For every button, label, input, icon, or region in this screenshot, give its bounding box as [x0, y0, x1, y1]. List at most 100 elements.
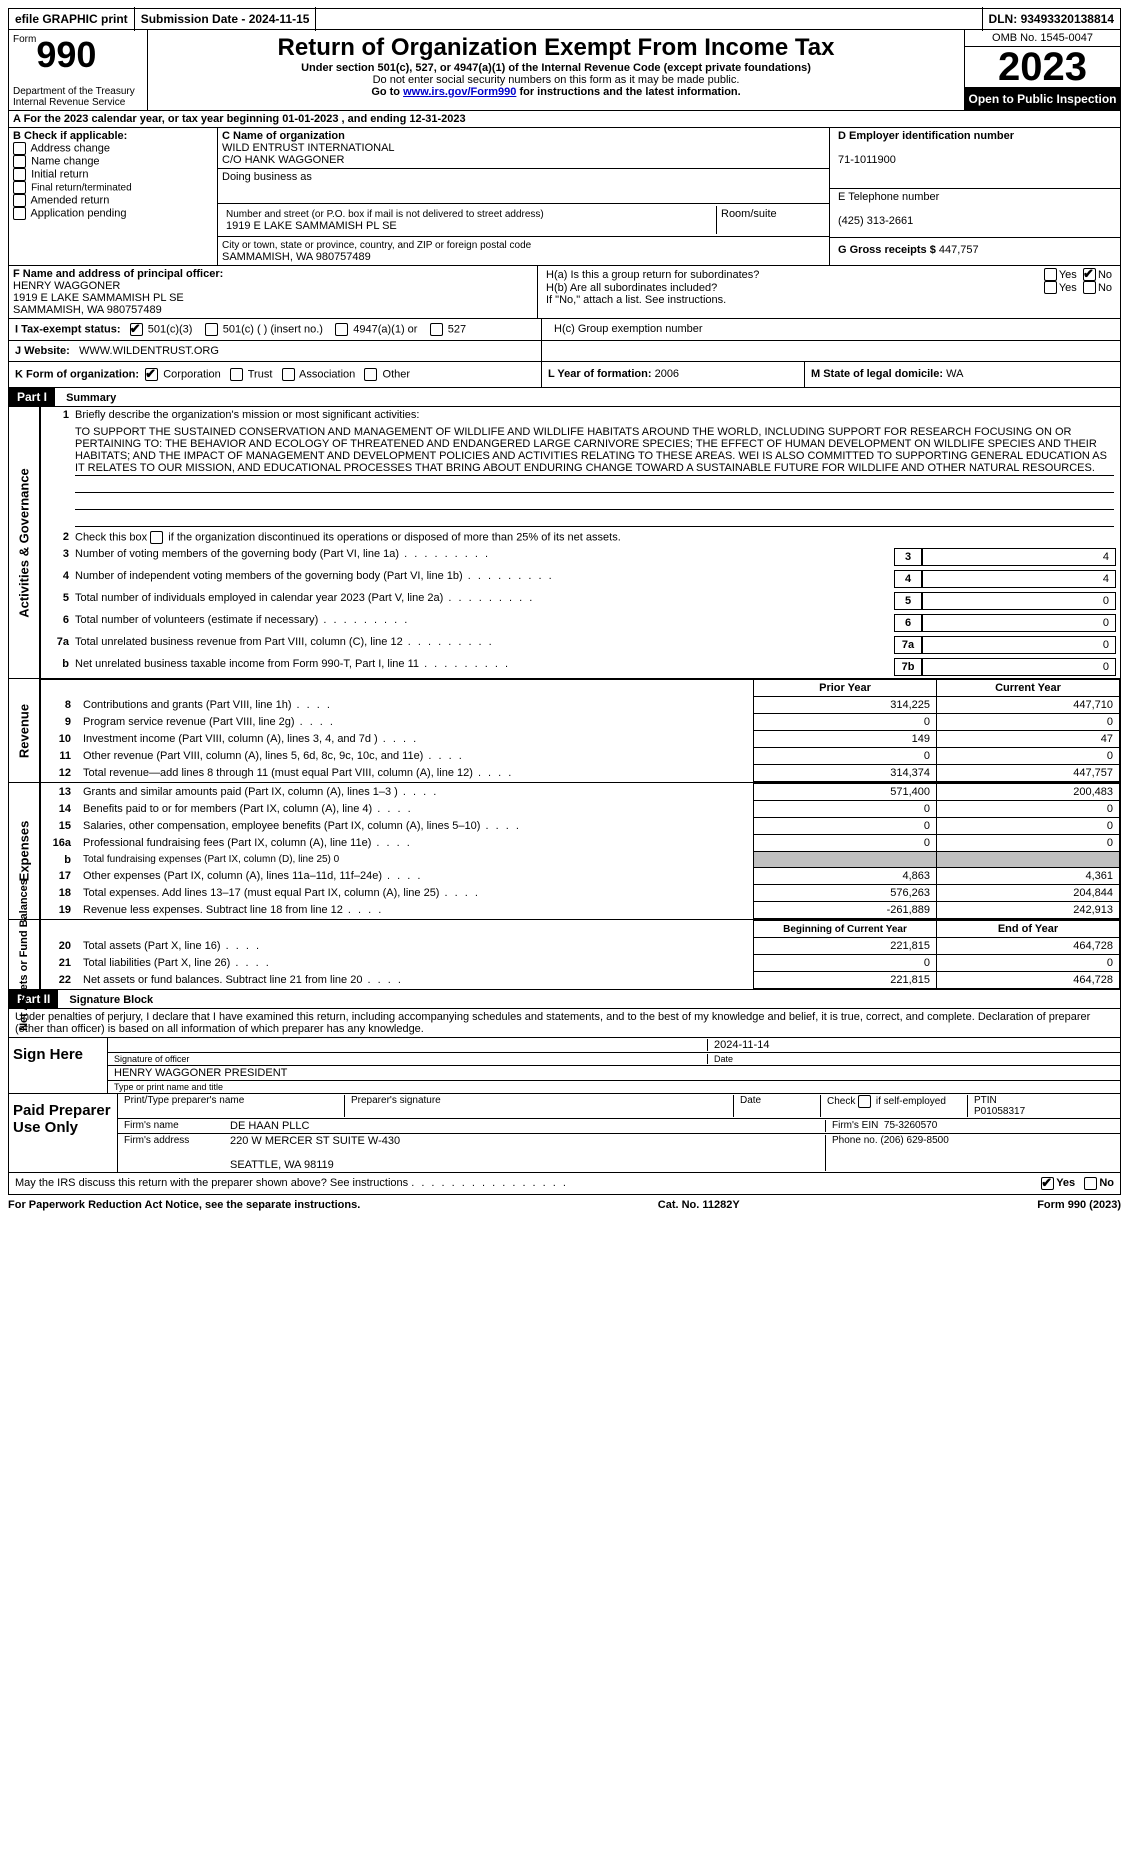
tax-year: 2023 [965, 47, 1120, 88]
part1-header-row: Part I Summary [8, 388, 1121, 407]
street-address: 1919 E LAKE SAMMAMISH PL SE [226, 220, 397, 232]
gross-receipts: 447,757 [939, 244, 979, 256]
row-bcd: B Check if applicable: Address change Na… [8, 128, 1121, 265]
row-j: J Website: WWW.WILDENTRUST.ORG [8, 341, 1121, 362]
org-name-2: C/O HANK WAGGONER [222, 154, 344, 166]
form-number: 990 [36, 34, 96, 75]
summary-line-3: 3Number of voting members of the governi… [41, 546, 1120, 568]
final-return-checkbox[interactable] [13, 181, 26, 194]
side-net-assets: Net Assets or Fund Balances [9, 920, 41, 989]
application-pending-checkbox[interactable] [13, 207, 26, 220]
line-9: 9Program service revenue (Part VIII, lin… [41, 714, 1120, 731]
dba-block: Doing business as [218, 169, 829, 204]
line-20: 20Total assets (Part X, line 16)221,8154… [41, 938, 1120, 955]
dln-label: DLN: [989, 12, 1018, 26]
col-d: D Employer identification number 71-1011… [830, 128, 1120, 265]
other-checkbox[interactable] [364, 368, 377, 381]
org-name-block: C Name of organization WILD ENTRUST INTE… [218, 128, 829, 169]
line2-checkbox[interactable] [150, 531, 163, 544]
expenses-table: 13Grants and similar amounts paid (Part … [41, 783, 1120, 919]
line-10: 10Investment income (Part VIII, column (… [41, 731, 1120, 748]
amended-return-checkbox[interactable] [13, 194, 26, 207]
summary-line-6: 6Total number of volunteers (estimate if… [41, 612, 1120, 634]
col-f: F Name and address of principal officer:… [9, 266, 538, 318]
ha-yes-checkbox[interactable] [1044, 268, 1057, 281]
irs-discuss-row: May the IRS discuss this return with the… [9, 1172, 1120, 1194]
line-22: 22Net assets or fund balances. Subtract … [41, 972, 1120, 989]
footer-center: Cat. No. 11282Y [658, 1199, 740, 1211]
name-change-checkbox[interactable] [13, 155, 26, 168]
form-header: Form990 Department of the Treasury Inter… [8, 30, 1121, 111]
firm-addr1: 220 W MERCER ST SUITE W-430 [230, 1135, 400, 1147]
501c-checkbox[interactable] [205, 323, 218, 336]
part2-title: Signature Block [61, 994, 153, 1006]
signature-block: Under penalties of perjury, I declare th… [8, 1009, 1121, 1195]
officer-name: HENRY WAGGONER [13, 280, 120, 292]
row-i: I Tax-exempt status: 501(c)(3) 501(c) ( … [8, 319, 1121, 341]
org-name-1: WILD ENTRUST INTERNATIONAL [222, 142, 395, 154]
sig-date-value: 2024-11-14 [707, 1039, 1114, 1051]
discuss-yes-checkbox[interactable] [1041, 1177, 1054, 1190]
col-m: M State of legal domicile: WA [805, 362, 1120, 387]
summary-line-b: bNet unrelated business taxable income f… [41, 656, 1120, 678]
line-12: 12Total revenue—add lines 8 through 11 (… [41, 765, 1120, 782]
state-domicile: WA [946, 368, 963, 380]
header-right: OMB No. 1545-0047 2023 Open to Public In… [965, 30, 1120, 110]
line-18: 18Total expenses. Add lines 13–17 (must … [41, 885, 1120, 902]
line-17: 17Other expenses (Part IX, column (A), l… [41, 868, 1120, 885]
line-21: 21Total liabilities (Part X, line 26)00 [41, 955, 1120, 972]
summary-line-7a: 7aTotal unrelated business revenue from … [41, 634, 1120, 656]
col-l: L Year of formation: 2006 [542, 362, 805, 387]
sign-here-label: Sign Here [9, 1038, 108, 1093]
officer-addr2: SAMMAMISH, WA 980757489 [13, 304, 162, 316]
firm-name: DE HAAN PLLC [224, 1120, 825, 1132]
trust-checkbox[interactable] [230, 368, 243, 381]
col-b: B Check if applicable: Address change Na… [9, 128, 218, 265]
city-state-zip: SAMMAMISH, WA 980757489 [222, 251, 371, 263]
initial-return-checkbox[interactable] [13, 168, 26, 181]
self-employed-checkbox[interactable] [858, 1095, 871, 1108]
ha-no-checkbox[interactable] [1083, 268, 1096, 281]
hb-no-checkbox[interactable] [1083, 281, 1096, 294]
row-f-h: F Name and address of principal officer:… [8, 265, 1121, 319]
side-activities: Activities & Governance [9, 407, 41, 678]
footer-left: For Paperwork Reduction Act Notice, see … [8, 1199, 360, 1211]
line-11: 11Other revenue (Part VIII, column (A), … [41, 748, 1120, 765]
527-checkbox[interactable] [430, 323, 443, 336]
line-19: 19Revenue less expenses. Subtract line 1… [41, 902, 1120, 919]
officer-print-name: HENRY WAGGONER PRESIDENT [108, 1066, 1120, 1081]
discuss-no-checkbox[interactable] [1084, 1177, 1097, 1190]
line-14: 14Benefits paid to or for members (Part … [41, 801, 1120, 818]
net-assets-table: Beginning of Current Year End of Year 20… [41, 920, 1120, 989]
association-checkbox[interactable] [282, 368, 295, 381]
side-revenue: Revenue [9, 679, 41, 782]
mission-text: TO SUPPORT THE SUSTAINED CONSERVATION AN… [75, 425, 1114, 476]
form990-link[interactable]: www.irs.gov/Form990 [403, 86, 516, 98]
line-15: 15Salaries, other compensation, employee… [41, 818, 1120, 835]
header-left: Form990 Department of the Treasury Inter… [9, 30, 148, 110]
row-klm: K Form of organization: Corporation Trus… [8, 362, 1121, 388]
footer-right: Form 990 (2023) [1037, 1199, 1121, 1211]
501c3-checkbox[interactable] [130, 323, 143, 336]
ptin-value: P01058317 [974, 1106, 1025, 1117]
col-k: K Form of organization: Corporation Trus… [9, 362, 542, 387]
top-bar: efile GRAPHIC print Submission Date - 20… [8, 8, 1121, 30]
firm-ein: 75-3260570 [884, 1120, 937, 1131]
dln-value: 93493320138814 [1021, 12, 1114, 26]
expenses-section: Expenses 13Grants and similar amounts pa… [8, 783, 1121, 920]
4947-checkbox[interactable] [335, 323, 348, 336]
address-change-checkbox[interactable] [13, 142, 26, 155]
officer-addr1: 1919 E LAKE SAMMAMISH PL SE [13, 292, 184, 304]
row-a-calendar-year: A For the 2023 calendar year, or tax yea… [8, 111, 1121, 128]
form-label: Form [13, 34, 36, 45]
ssn-warning: Do not enter social security numbers on … [152, 74, 960, 86]
revenue-table: Prior Year Current Year 8Contributions a… [41, 679, 1120, 782]
website-value: WWW.WILDENTRUST.ORG [79, 345, 219, 357]
part1-header: Part I [9, 388, 55, 406]
line-8: 8Contributions and grants (Part VIII, li… [41, 697, 1120, 714]
col-h: H(a) Is this a group return for subordin… [538, 266, 1120, 318]
corporation-checkbox[interactable] [145, 368, 158, 381]
header-center: Return of Organization Exempt From Incom… [148, 30, 965, 110]
hb-yes-checkbox[interactable] [1044, 281, 1057, 294]
ein-value: 71-1011900 [838, 154, 896, 166]
